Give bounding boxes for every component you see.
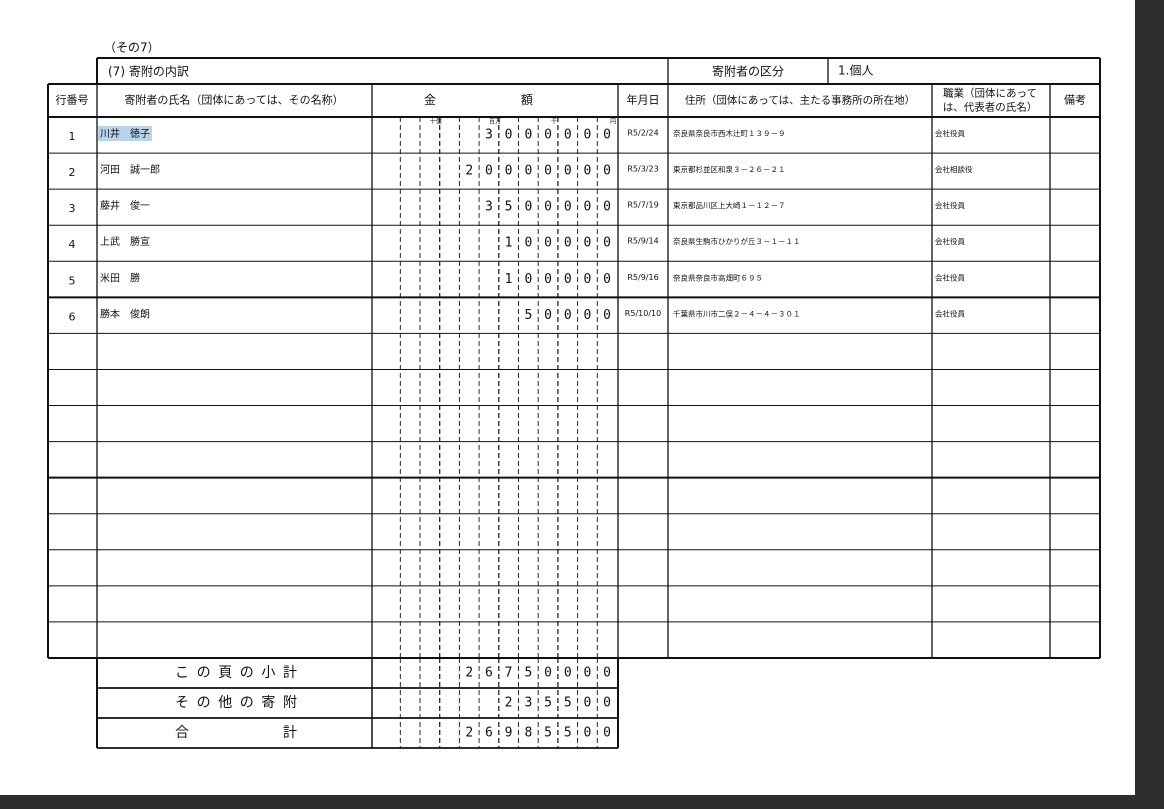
viewer-edge (1135, 0, 1164, 809)
date: R5/7/19 (627, 201, 658, 210)
date: R5/3/23 (627, 165, 658, 174)
address: 奈良県生駒市ひかりが丘３－１－１１ (673, 236, 801, 246)
occupation: 会社役員 (935, 272, 965, 282)
row-number: 2 (69, 166, 76, 179)
digit-marker: 千 (551, 118, 557, 126)
viewer-edge (0, 795, 1164, 809)
header: 行番号 (56, 94, 89, 107)
row-number: 3 (69, 202, 76, 215)
occupation: 会社役員 (935, 200, 965, 210)
date: R5/10/10 (625, 309, 661, 318)
amount: 3500000 (485, 200, 611, 215)
donor-name: 河田 誠一郎 (100, 163, 160, 176)
digit-marker: 百万 (489, 119, 501, 126)
row-number: 4 (69, 238, 76, 251)
header: 額 (521, 93, 533, 107)
page-label: （その7） (104, 41, 160, 55)
section-title: (7) 寄附の内訳 (108, 65, 189, 79)
total-label: その他の寄附 (175, 695, 297, 711)
address: 奈良県奈良市西木辻町１３９－９ (673, 128, 786, 138)
occupation: 会社役員 (935, 236, 965, 246)
row-number: 1 (69, 130, 76, 143)
date: R5/9/16 (627, 273, 658, 282)
row-number: 5 (69, 274, 76, 287)
category-value: 1.個人 (838, 64, 873, 78)
address: 東京都杉並区和泉３－２６－２１ (673, 164, 786, 174)
amount: 3000000 (485, 128, 611, 143)
header: 寄附者の氏名（団体にあっては、その名称） (124, 93, 343, 107)
total-label: この頁の小計 (175, 665, 297, 681)
header: 職業（団体にあって (943, 87, 1037, 100)
donor-name: 米田 勝 (100, 271, 140, 284)
digit-marker: 十億 (430, 118, 442, 126)
header: 金 (424, 93, 436, 107)
donor-name: 勝本 俊朗 (100, 307, 150, 320)
total-label: 合計 (175, 725, 297, 741)
donor-name: 上武 勝宣 (100, 235, 150, 248)
occupation: 会社役員 (935, 308, 965, 318)
digit-marker: 円 (610, 119, 616, 126)
selection-highlight (98, 126, 152, 141)
amount: 50000 (524, 308, 611, 323)
header: 住所（団体にあっては、主たる事務所の所在地） (685, 94, 915, 107)
header: 備考 (1064, 94, 1086, 107)
address: 奈良県奈良市高畑町６９５ (673, 272, 763, 282)
donor-name: 藤井 俊一 (100, 199, 150, 212)
occupation: 会社役員 (935, 128, 965, 138)
address: 東京都品川区上大崎１－１２－７ (673, 200, 786, 210)
date: R5/2/24 (627, 129, 658, 138)
address: 千葉県市川市二俣２－４－４－３０１ (673, 308, 801, 318)
row-number: 6 (69, 310, 76, 323)
header: は、代表者の氏名） (943, 101, 1038, 114)
donor-name: 川井 徳子 (100, 127, 150, 140)
header: 年月日 (627, 93, 660, 107)
category-label: 寄附者の区分 (712, 65, 784, 79)
occupation: 会社相談役 (935, 164, 973, 174)
date: R5/9/14 (627, 237, 658, 246)
